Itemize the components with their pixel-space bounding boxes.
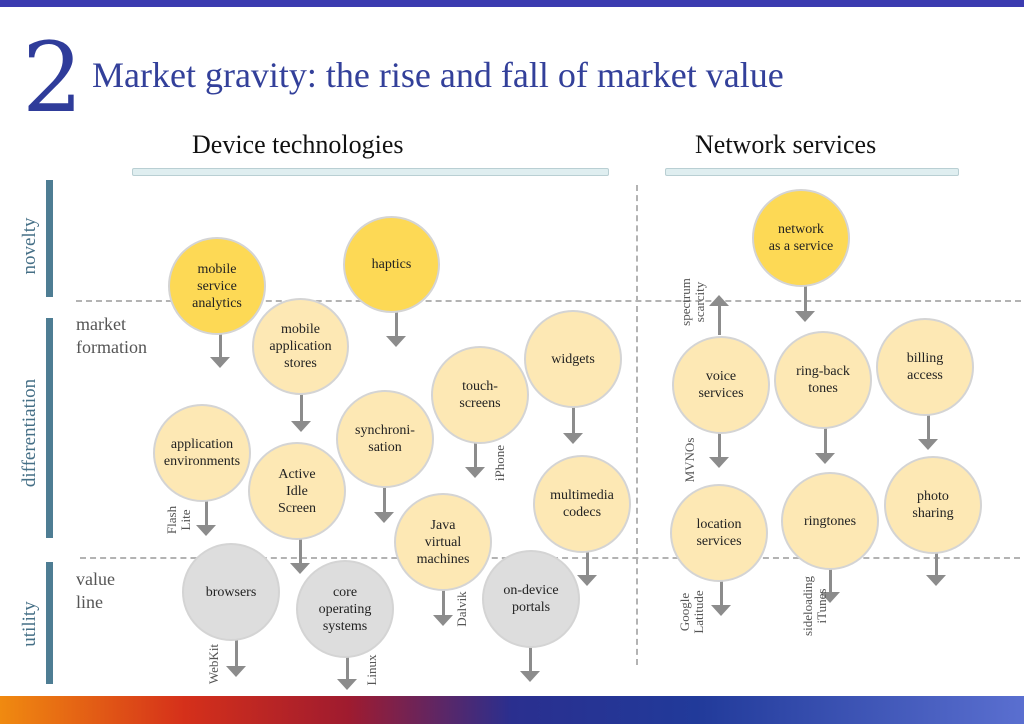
label-google-latitude: Google Latitude [677,590,706,634]
label-flash-lite: Flash Lite [164,505,193,535]
arrow-down-icon [465,440,485,478]
arrow-down-icon [386,310,406,347]
bubble-java-virtual-machines: Java virtual machines [394,493,492,591]
label-linux: Linux [364,654,379,686]
market-formation-label: market formation [76,314,147,357]
column-heading-device-technologies: Device technologies [192,130,404,159]
bubble-photo-sharing: photo sharing [884,456,982,554]
bubble-mobile-application-stores: mobile application stores [252,298,349,395]
bubble-voice-services: voice services [672,336,770,434]
bubble-location-services: location services [670,484,768,582]
arrow-down-icon [820,565,840,603]
row-label-utility: utility [19,601,40,647]
arrow-down-icon [577,548,597,586]
column-underline-right [665,168,959,176]
column-underline-left [132,168,609,176]
bubble-browsers: browsers [182,543,280,641]
bubble-on-device-portals: on-device portals [482,550,580,648]
bubble-touch-screens: touch- screens [431,346,529,444]
bubble-core-operating-systems: core operating systems [296,560,394,658]
arrow-down-icon [926,550,946,586]
bubble-active-idle-screen: Active Idle Screen [248,442,346,540]
row-label-novelty: novelty [19,217,40,275]
market-formation-line [76,300,1021,302]
arrow-down-icon [291,392,311,432]
label-spectrum-scarcity: spectrum scarcity [678,278,707,326]
arrow-down-icon [226,640,246,677]
bubble-multimedia-codecs: multimedia codecs [533,455,631,553]
label-mvnos: MVNOs [682,437,697,483]
arrow-down-icon [210,330,230,368]
arrow-down-icon [337,656,357,690]
value-line-label: value line [76,569,115,612]
arrow-down-icon [196,498,216,536]
bubble-widgets: widgets [524,310,622,408]
label-webkit: WebKit [206,643,221,685]
arrow-down-icon [433,588,453,626]
arrow-down-icon [795,284,815,322]
row-bar-differentiation [46,318,53,538]
arrow-down-icon [711,578,731,616]
slide-number: 2 [22,22,84,134]
bubble-billing-access: billing access [876,318,974,416]
bubble-application-environments: application environments [153,404,251,502]
row-bar-utility [46,562,53,684]
label-sideloading-itunes: sideloading iTunes [800,576,829,636]
arrow-down-icon [815,426,835,464]
bubble-haptics: haptics [343,216,440,313]
label-iphone: iPhone [492,444,507,482]
arrow-down-icon [374,485,394,523]
row-label-differentiation: differentiation [19,378,40,488]
column-heading-network-services: Network services [695,130,877,159]
bubble-ringtones: ringtones [781,472,879,570]
bubble-ring-back-tones: ring-back tones [774,331,872,429]
bubble-network-as-a-service: network as a service [752,189,850,287]
page-title: Market gravity: the rise and fall of mar… [92,55,784,95]
bubble-mobile-service-analytics: mobile service analytics [168,237,266,335]
label-dalvik: Dalvik [454,591,469,627]
top-accent-bar [0,0,1024,7]
bubble-synchronisation: synchroni- sation [336,390,434,488]
arrow-up-icon [709,295,729,335]
column-divider [636,185,638,665]
arrow-down-icon [709,430,729,468]
row-bar-novelty [46,180,53,297]
arrow-down-icon [520,645,540,682]
bottom-decorative-strip [0,696,1024,724]
arrow-down-icon [918,412,938,450]
arrow-down-icon [563,404,583,444]
arrow-down-icon [290,536,310,574]
